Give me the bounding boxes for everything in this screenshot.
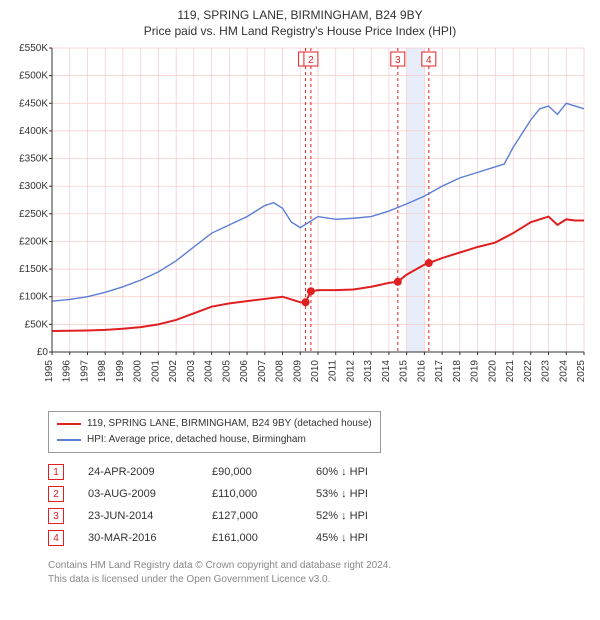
table-row: 2 03-AUG-2009 £110,000 53% ↓ HPI	[48, 483, 592, 505]
table-row: 1 24-APR-2009 £90,000 60% ↓ HPI	[48, 461, 592, 483]
svg-text:2002: 2002	[168, 360, 179, 383]
svg-text:2004: 2004	[204, 360, 215, 383]
table-row: 3 23-JUN-2014 £127,000 52% ↓ HPI	[48, 505, 592, 527]
svg-text:2009: 2009	[292, 360, 303, 383]
svg-text:2020: 2020	[487, 360, 498, 383]
title-subtitle: Price paid vs. HM Land Registry's House …	[8, 24, 592, 38]
svg-text:£350K: £350K	[19, 154, 48, 165]
svg-text:2016: 2016	[416, 360, 427, 383]
legend-label: HPI: Average price, detached house, Birm…	[87, 432, 306, 448]
svg-text:£200K: £200K	[19, 236, 48, 247]
svg-text:2021: 2021	[505, 360, 516, 383]
svg-text:£400K: £400K	[19, 126, 48, 137]
svg-text:£450K: £450K	[19, 98, 48, 109]
tx-date: 24-APR-2009	[88, 466, 188, 478]
svg-text:2000: 2000	[133, 360, 144, 383]
chart-titles: 119, SPRING LANE, BIRMINGHAM, B24 9BY Pr…	[8, 8, 592, 38]
svg-text:£150K: £150K	[19, 264, 48, 275]
svg-text:4: 4	[426, 55, 432, 66]
tx-price: £90,000	[212, 466, 292, 478]
svg-text:2: 2	[308, 55, 314, 66]
svg-text:£300K: £300K	[19, 181, 48, 192]
svg-text:2008: 2008	[275, 360, 286, 383]
tx-price: £110,000	[212, 488, 292, 500]
tx-vs-hpi: 52% ↓ HPI	[316, 510, 368, 522]
legend-row: HPI: Average price, detached house, Birm…	[57, 432, 372, 448]
legend-swatch-price	[57, 423, 81, 425]
tx-vs-hpi: 45% ↓ HPI	[316, 532, 368, 544]
legend-swatch-hpi	[57, 439, 81, 441]
price-chart: 1234£0£50K£100K£150K£200K£250K£300K£350K…	[8, 42, 592, 402]
svg-text:1996: 1996	[62, 360, 73, 383]
legend-label: 119, SPRING LANE, BIRMINGHAM, B24 9BY (d…	[87, 416, 372, 432]
svg-text:1997: 1997	[79, 360, 90, 383]
svg-text:2025: 2025	[576, 360, 587, 383]
tx-marker-icon: 1	[48, 464, 64, 480]
chart-container: 1234£0£50K£100K£150K£200K£250K£300K£350K…	[8, 42, 592, 405]
tx-marker-icon: 2	[48, 486, 64, 502]
svg-text:2023: 2023	[541, 360, 552, 383]
table-row: 4 30-MAR-2016 £161,000 45% ↓ HPI	[48, 527, 592, 549]
svg-text:£50K: £50K	[25, 319, 49, 330]
tx-price: £127,000	[212, 510, 292, 522]
footer-line: This data is licensed under the Open Gov…	[48, 573, 592, 587]
legend-row: 119, SPRING LANE, BIRMINGHAM, B24 9BY (d…	[57, 416, 372, 432]
tx-marker-icon: 4	[48, 530, 64, 546]
svg-text:2006: 2006	[239, 360, 250, 383]
svg-text:2014: 2014	[381, 360, 392, 383]
svg-text:2012: 2012	[345, 360, 356, 383]
title-address: 119, SPRING LANE, BIRMINGHAM, B24 9BY	[8, 8, 592, 22]
tx-marker-icon: 3	[48, 508, 64, 524]
svg-text:2017: 2017	[434, 360, 445, 383]
svg-text:1995: 1995	[44, 360, 55, 383]
tx-vs-hpi: 60% ↓ HPI	[316, 466, 368, 478]
svg-text:2003: 2003	[186, 360, 197, 383]
svg-text:2010: 2010	[310, 360, 321, 383]
svg-text:£550K: £550K	[19, 43, 48, 54]
footer-attribution: Contains HM Land Registry data © Crown c…	[48, 559, 592, 587]
svg-text:£500K: £500K	[19, 71, 48, 82]
svg-text:2022: 2022	[523, 360, 534, 383]
tx-price: £161,000	[212, 532, 292, 544]
svg-text:2011: 2011	[328, 360, 339, 382]
svg-text:1998: 1998	[97, 360, 108, 383]
svg-text:2019: 2019	[470, 360, 481, 383]
svg-text:£100K: £100K	[19, 292, 48, 303]
svg-text:£250K: £250K	[19, 209, 48, 220]
svg-text:2007: 2007	[257, 360, 268, 383]
tx-date: 03-AUG-2009	[88, 488, 188, 500]
tx-date: 30-MAR-2016	[88, 532, 188, 544]
footer-line: Contains HM Land Registry data © Crown c…	[48, 559, 592, 573]
svg-text:£0: £0	[37, 347, 49, 358]
legend: 119, SPRING LANE, BIRMINGHAM, B24 9BY (d…	[48, 411, 381, 453]
svg-text:2024: 2024	[558, 360, 569, 383]
svg-text:3: 3	[395, 55, 401, 66]
svg-text:2005: 2005	[221, 360, 232, 383]
svg-text:2018: 2018	[452, 360, 463, 383]
tx-vs-hpi: 53% ↓ HPI	[316, 488, 368, 500]
svg-text:2001: 2001	[150, 360, 161, 383]
svg-text:2013: 2013	[363, 360, 374, 383]
svg-text:1999: 1999	[115, 360, 126, 383]
transaction-table: 1 24-APR-2009 £90,000 60% ↓ HPI 2 03-AUG…	[48, 461, 592, 549]
tx-date: 23-JUN-2014	[88, 510, 188, 522]
svg-text:2015: 2015	[399, 360, 410, 383]
